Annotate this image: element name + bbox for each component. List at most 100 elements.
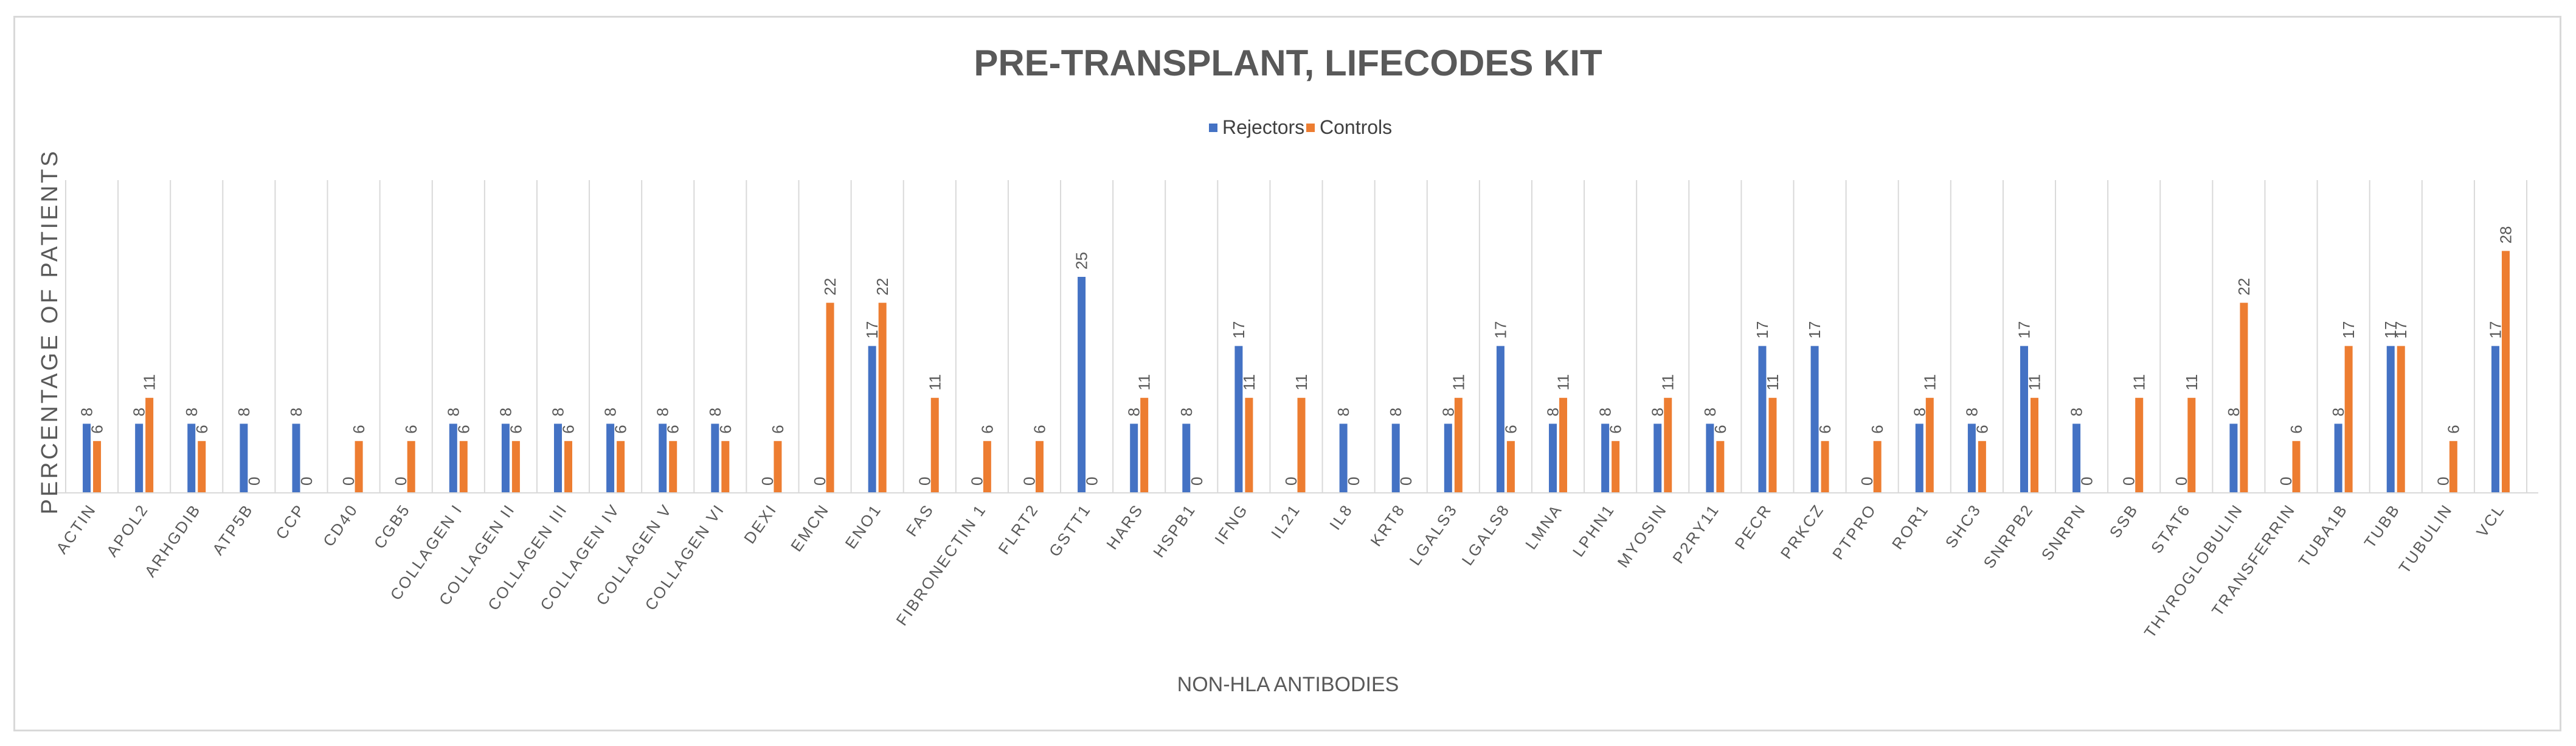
data-label-controls: 6 [769,425,787,433]
x-tick-label: CD40 [319,500,362,549]
bar-rejectors [1078,277,1086,493]
x-tick-label: SNRPN [2038,500,2090,563]
bar-rejectors [1653,424,1662,493]
data-label-rejectors: 8 [496,408,514,416]
bar-controls [2135,397,2144,493]
bar-controls [1035,441,1044,493]
data-label-controls: 6 [1711,425,1729,433]
data-label-rejectors: 8 [287,408,305,416]
data-label-rejectors: 17 [2015,321,2033,339]
data-label-controls: 6 [507,425,525,433]
data-label-controls: 6 [559,425,578,433]
bar-rejectors [2072,424,2081,493]
bar-rejectors [83,424,91,493]
bar-rejectors [1234,346,1243,493]
data-label-rejectors: 8 [444,408,462,416]
data-label-controls: 22 [2235,278,2253,296]
data-label-controls: 6 [454,425,473,433]
bar-rejectors [1601,424,1610,493]
bar-controls [2240,302,2248,493]
bar-rejectors [1444,424,1452,493]
bar-rejectors [292,424,300,493]
data-label-rejectors: 8 [1125,408,1143,416]
data-label-controls: 11 [140,374,159,391]
x-tick-label: GSTT1 [1045,500,1095,560]
x-tick-label: LMNA [1522,500,1566,553]
data-label-rejectors: 25 [1073,252,1091,270]
data-label-controls: 0 [245,477,263,486]
data-label-rejectors: 0 [758,477,777,486]
bar-controls [1245,397,1253,493]
data-label-controls: 6 [1868,425,1886,433]
data-label-rejectors: 8 [1596,408,1615,416]
data-label-controls: 6 [2444,425,2462,433]
data-label-controls: 11 [1292,374,1311,391]
data-label-controls: 11 [1554,374,1573,391]
x-tick-label: PRKCZ [1777,500,1828,562]
bar-controls [2501,251,2510,493]
y-axis-title: PERCENTAGE OF PATIENTS [37,148,63,514]
legend: Rejectors Controls [1209,116,1392,138]
data-label-controls: 0 [1188,477,1206,486]
bar-rejectors [1339,424,1348,493]
data-label-controls: 6 [1816,425,1834,433]
data-label-controls: 0 [1397,477,1415,486]
x-tick-label: P2RY11 [1669,500,1723,566]
x-tick-label: TUBA1B [2295,500,2352,570]
legend-label-controls: Controls [1320,116,1392,138]
data-label-controls: 22 [873,278,892,296]
x-tick-label: IL21 [1267,500,1304,542]
data-label-controls: 11 [926,374,944,391]
x-tick-label: PTPRO [1829,500,1880,563]
data-label-rejectors: 8 [549,408,567,416]
x-axis-title: NON-HLA ANTIBODIES [1177,673,1399,696]
bar-rejectors [2334,424,2342,493]
data-label-rejectors: 0 [2172,477,2190,486]
data-label-rejectors: 17 [2381,321,2400,339]
x-tick-label: MYOSIN [1613,500,1671,571]
bar-controls [407,441,415,493]
bar-controls [1612,441,1620,493]
legend-label-rejectors: Rejectors [1222,116,1304,138]
bar-rejectors [1496,346,1504,493]
bar-rejectors [2491,346,2499,493]
bar-rejectors [2229,424,2238,493]
bar-rejectors [711,424,719,493]
data-label-controls: 11 [2183,374,2201,391]
bar-rejectors [187,424,196,493]
data-label-controls: 6 [1501,425,1520,433]
x-tick-label: CCP [272,500,309,543]
data-label-rejectors: 8 [2068,408,2086,416]
bar-controls [1140,397,1149,493]
data-label-rejectors: 8 [1910,408,1928,416]
data-label-rejectors: 17 [863,321,881,339]
bar-controls [1873,441,1882,493]
bar-controls [511,441,520,493]
data-label-controls: 11 [2130,374,2148,391]
bar-rejectors [868,346,876,493]
x-tick-label: SHC3 [1942,500,1985,551]
data-label-rejectors: 0 [968,477,986,486]
data-label-controls: 6 [664,425,682,433]
data-label-rejectors: 8 [1439,408,1457,416]
bar-controls [983,441,991,493]
bar-controls [1297,397,1306,493]
bar-rejectors [135,424,144,493]
data-label-rejectors: 8 [1701,408,1719,416]
bar-rejectors [2386,346,2395,493]
bar-controls [669,441,677,493]
bar-controls [2187,397,2196,493]
bar-controls [1925,397,1934,493]
x-tick-label: DEXI [740,500,780,547]
x-tick-label: VCL [2473,500,2508,540]
data-label-controls: 11 [1764,374,1782,391]
x-tick-label: TUBB [2360,500,2403,551]
data-label-rejectors: 17 [1491,321,1509,339]
x-tick-label: FLRT2 [994,500,1042,557]
data-label-controls: 11 [1240,374,1258,391]
bar-rejectors [554,424,563,493]
data-label-controls: 6 [978,425,996,433]
x-tick-label: TUBULIN [2395,500,2456,577]
